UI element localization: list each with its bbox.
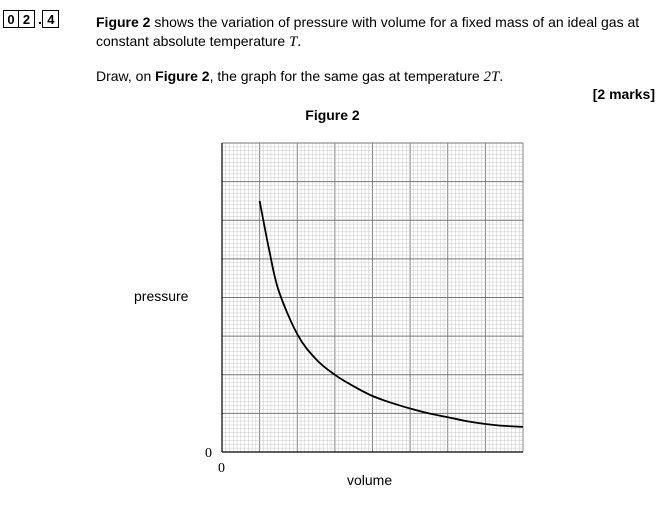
figure-reference: Figure 2 <box>155 68 210 84</box>
question-digit-box: 2 <box>18 10 35 28</box>
y-origin-label: 0 <box>205 446 212 461</box>
figure-reference: Figure 2 <box>96 14 151 30</box>
instruction-end: . <box>499 69 504 85</box>
x-axis-label: volume <box>347 472 393 488</box>
graph-paper-grid <box>221 142 524 453</box>
stem-text: shows the variation of pressure with vol… <box>96 14 640 49</box>
question-instruction: Draw, on Figure 2, the graph for the sam… <box>96 67 503 87</box>
isotherm-curve-T <box>258 200 524 428</box>
instruction-text: , the graph for the same gas at temperat… <box>209 68 484 84</box>
question-digit-box: 4 <box>42 10 60 28</box>
stem-end: . <box>297 34 302 50</box>
question-number: 0 2 . 4 <box>2 10 60 28</box>
marks-label: [2 marks] <box>592 86 655 102</box>
question-stem: Figure 2 shows the variation of pressure… <box>96 13 656 52</box>
figure-title: Figure 2 <box>305 107 360 123</box>
instruction-pre: Draw, on <box>96 68 156 84</box>
y-axis-label: pressure <box>134 288 189 304</box>
x-origin-label: 0 <box>218 461 225 476</box>
temperature-symbol: T <box>289 34 298 50</box>
question-separator: . <box>38 11 42 27</box>
temperature-2t-symbol: 2T <box>483 69 500 85</box>
